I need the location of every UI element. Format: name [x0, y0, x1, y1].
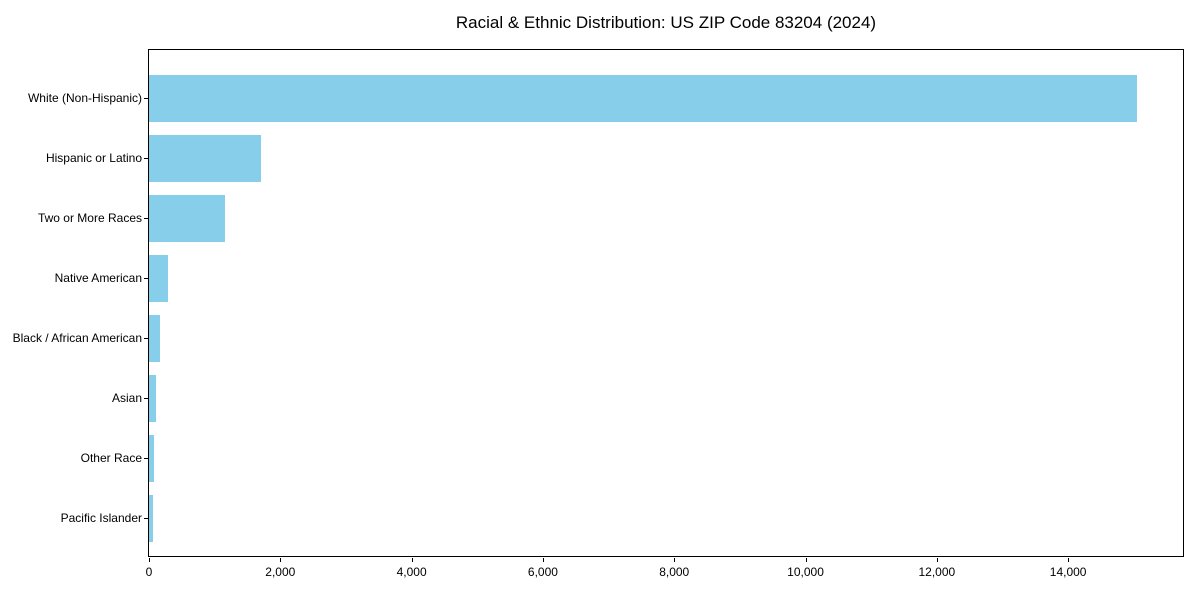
bar-hispanic-or-latino [149, 135, 261, 182]
y-tick-mark [144, 217, 148, 219]
bar-white-non-hispanic [149, 75, 1137, 122]
bar-asian [149, 375, 156, 422]
x-tick-label-12000: 12,000 [918, 565, 956, 579]
x-tick-label-2000: 2,000 [265, 565, 296, 579]
x-tick-mark [1068, 558, 1070, 562]
x-tick-label-8000: 8,000 [659, 565, 690, 579]
y-tick-mark [144, 457, 148, 459]
y-tick-mark [144, 157, 148, 159]
y-tick-label-two-or-more-races: Two or More Races [37, 210, 142, 225]
bar-native-american [149, 255, 168, 302]
bar-other-race [149, 435, 154, 482]
x-tick-label-10000: 10,000 [787, 565, 824, 579]
y-tick-mark [144, 397, 148, 399]
y-tick-label-black-african-american: Black / African American [12, 330, 142, 345]
y-tick-mark [144, 97, 148, 99]
y-tick-mark [144, 517, 148, 519]
x-tick-label-0: 0 [145, 565, 153, 579]
x-tick-mark [149, 558, 150, 562]
y-tick-label-native-american: Native American [54, 270, 142, 285]
bar-black-african-american [149, 315, 160, 362]
chart-title: Racial & Ethnic Distribution: US ZIP Cod… [455, 13, 877, 32]
x-tick-mark [936, 558, 938, 562]
bar-pacific-islander [149, 495, 153, 542]
y-tick-mark [144, 277, 148, 279]
x-tick-mark [674, 558, 676, 562]
plot-area [148, 49, 1184, 557]
y-tick-label-pacific-islander: Pacific Islander [60, 510, 142, 525]
x-tick-mark [805, 558, 807, 562]
y-tick-mark [144, 337, 148, 339]
x-tick-mark [542, 558, 544, 562]
x-tick-label-14000: 14,000 [1049, 565, 1087, 579]
y-tick-label-asian: Asian [111, 390, 142, 405]
y-tick-label-hispanic-or-latino: Hispanic or Latino [45, 150, 142, 165]
x-tick-label-4000: 4,000 [396, 565, 427, 579]
y-tick-label-white-non-hispanic: White (Non-Hispanic) [27, 90, 142, 105]
y-tick-label-other-race: Other Race [80, 450, 142, 465]
x-tick-mark [280, 558, 282, 562]
bar-two-or-more-races [149, 195, 225, 242]
x-tick-label-6000: 6,000 [527, 565, 558, 579]
x-tick-mark [411, 558, 413, 562]
